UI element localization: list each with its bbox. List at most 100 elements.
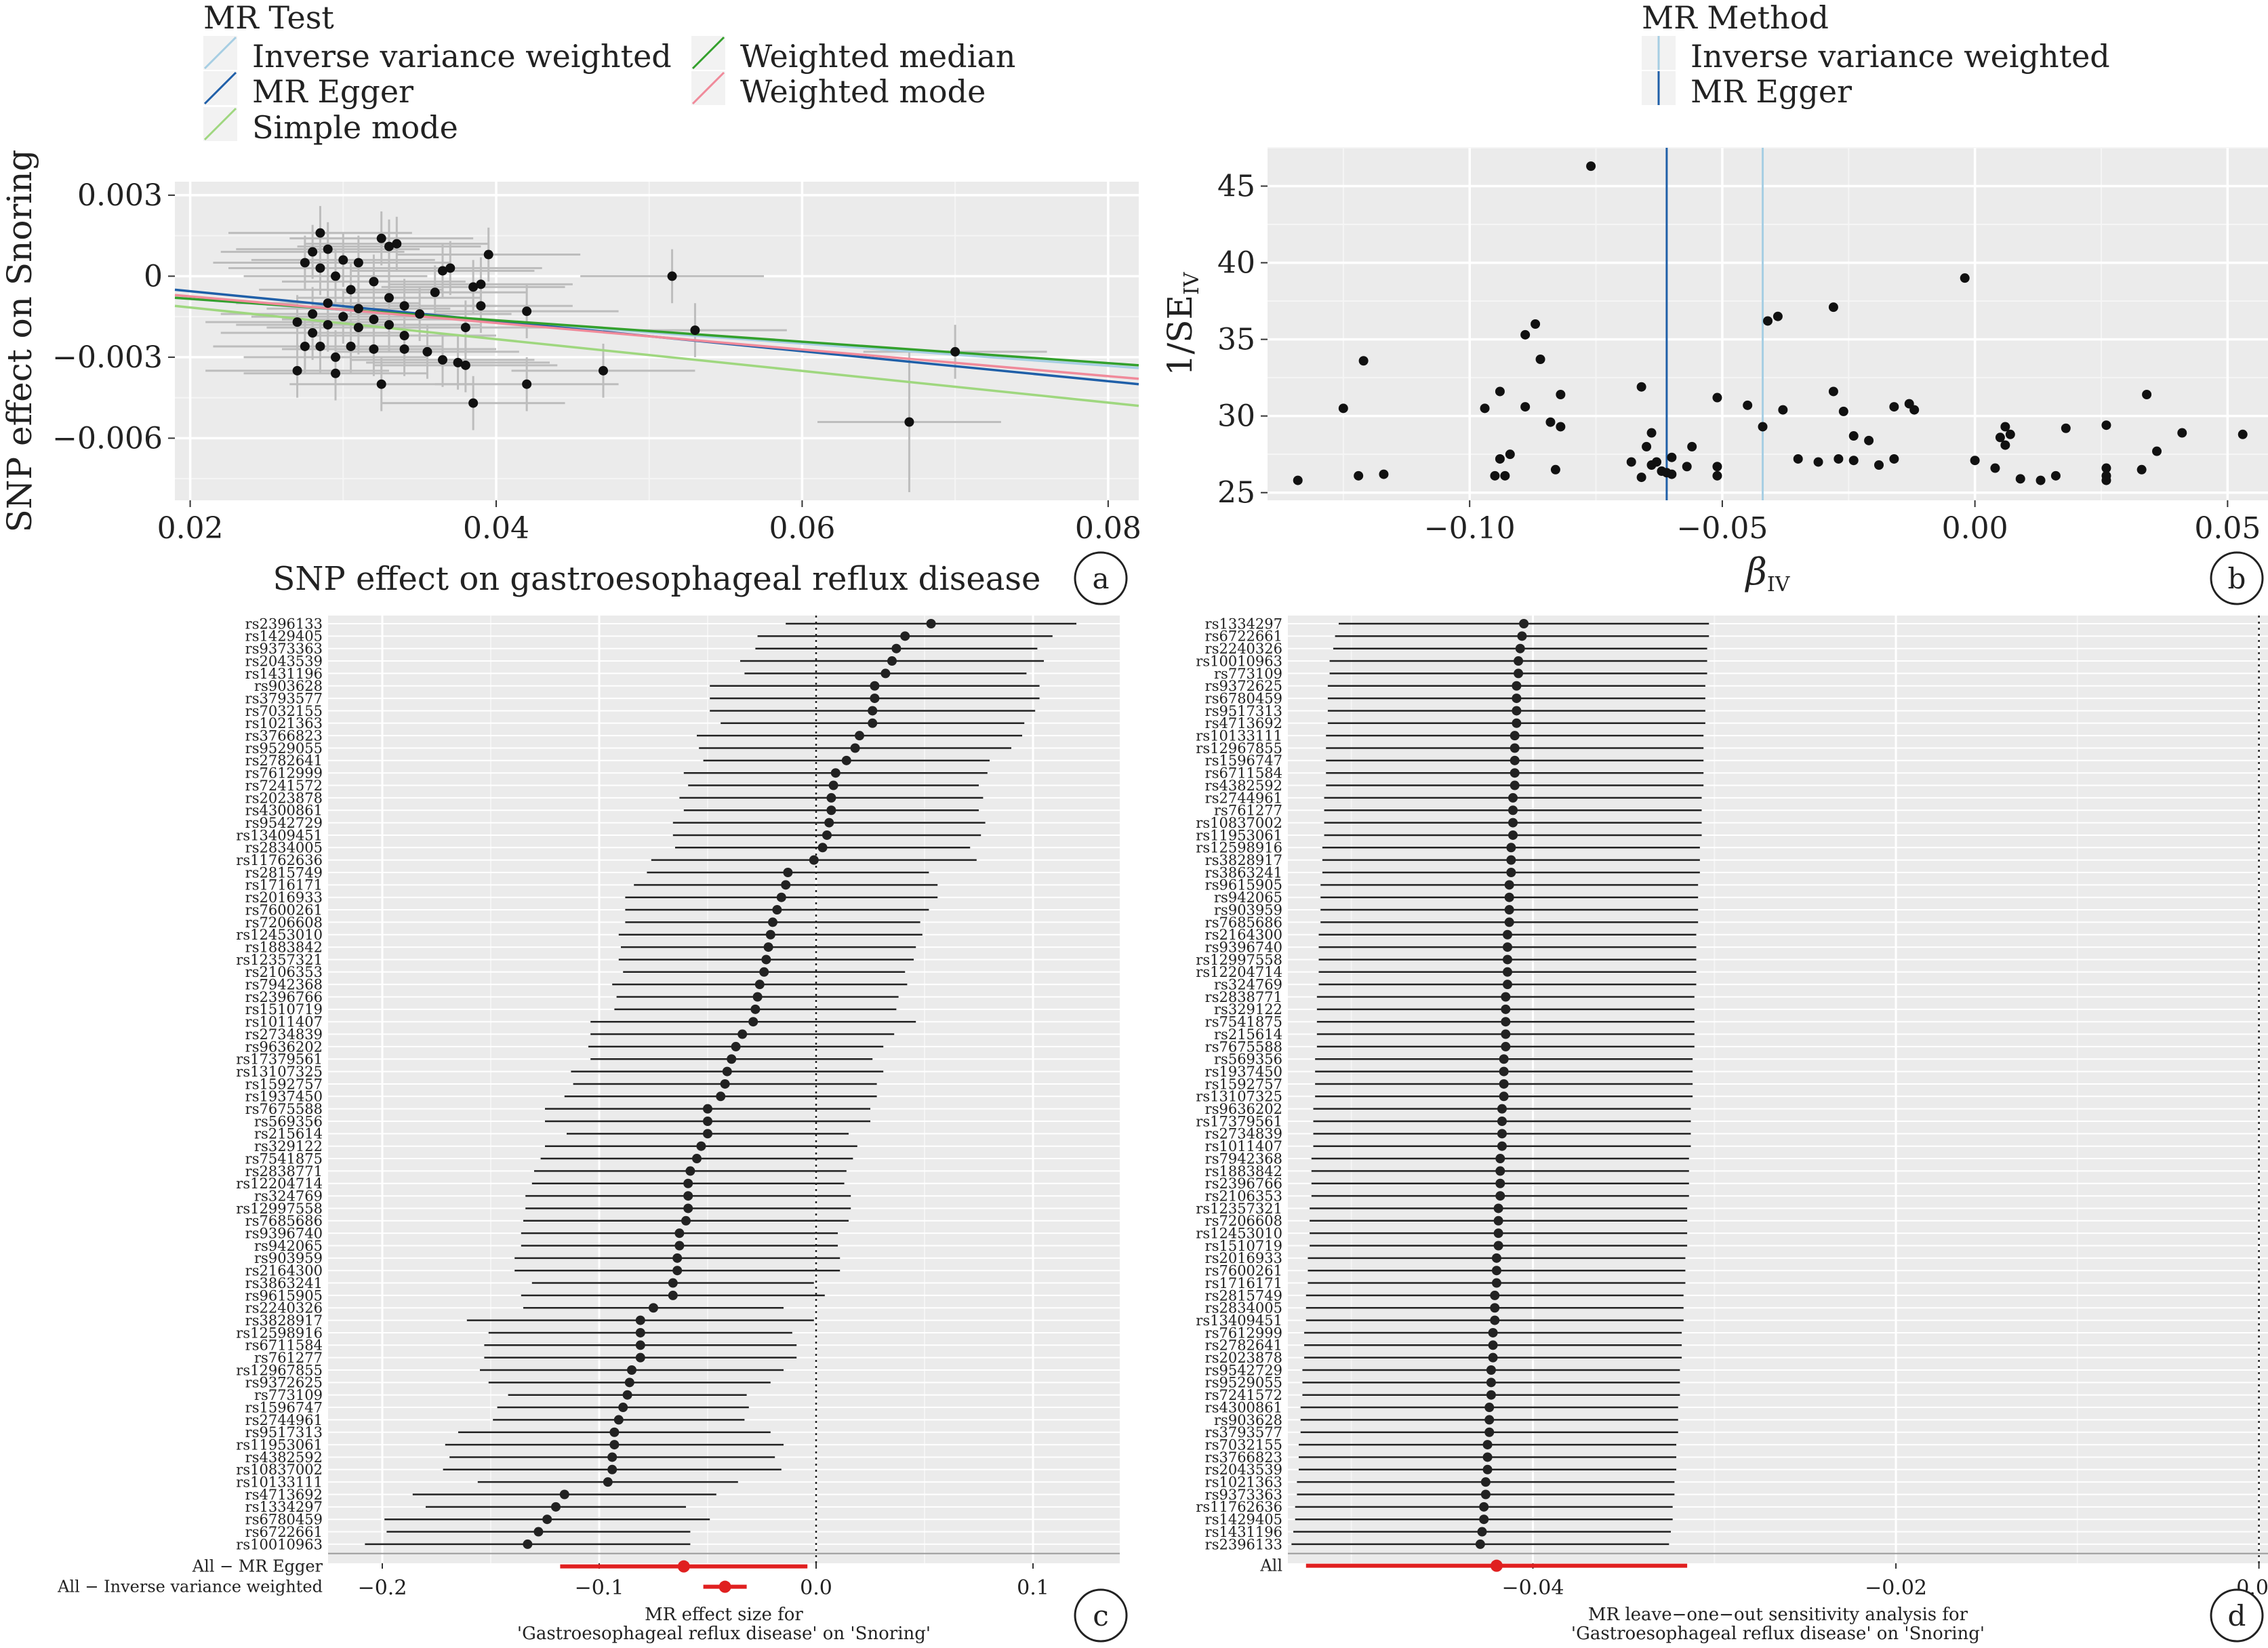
- point-estimate: [716, 1091, 726, 1102]
- point-estimate: [1508, 792, 1518, 803]
- snp-label: rs1592757: [245, 1076, 323, 1092]
- snp-label: rs3863241: [1205, 864, 1282, 881]
- data-point: [308, 328, 318, 338]
- snp-label: rs1021363: [245, 715, 323, 731]
- point-estimate: [763, 942, 773, 952]
- point-estimate: [1508, 805, 1518, 816]
- point-estimate: [1506, 868, 1516, 877]
- snp-label: rs7685686: [245, 1213, 323, 1229]
- point-estimate: [759, 967, 769, 977]
- y-tick-label: 45: [1217, 169, 1255, 204]
- snp-label: rs10133111: [1196, 728, 1282, 744]
- data-point: [1848, 431, 1859, 441]
- panel-label-circle: [1074, 1588, 1128, 1643]
- point-estimate: [635, 1340, 645, 1350]
- data-point: [599, 365, 608, 376]
- snp-label: rs12453010: [236, 927, 323, 943]
- point-estimate: [1497, 1129, 1507, 1139]
- point-estimate: [1484, 1427, 1495, 1437]
- panel-b: −0.10 −0.05 0.00 0.05 25 30 35 40 45 βIV 1/SEIV MR …: [1160, 0, 2268, 605]
- snp-label: rs10133111: [236, 1474, 323, 1491]
- snp-label: rs1011407: [245, 1014, 323, 1030]
- x-axis-title: SNP effect on gastroesophageal reflux di…: [273, 560, 1041, 598]
- snp-label: rs7942368: [1205, 1150, 1282, 1167]
- snp-label: rs2838771: [1205, 989, 1282, 1005]
- data-point: [323, 320, 333, 330]
- point-estimate: [1503, 942, 1513, 952]
- data-point: [1338, 403, 1348, 414]
- point-estimate: [750, 1004, 761, 1014]
- point-estimate: [722, 1066, 732, 1077]
- regression-line: [174, 294, 1139, 380]
- point-estimate: [1508, 830, 1518, 840]
- data-point: [1828, 386, 1838, 397]
- snp-label: rs903628: [254, 678, 323, 694]
- data-point: [1646, 460, 1657, 470]
- snp-label: rs9517313: [245, 1424, 323, 1441]
- x-tick-label: −0.02: [1865, 1576, 1927, 1600]
- point-estimate: [1517, 631, 1527, 641]
- point-estimate: [1504, 917, 1514, 927]
- point-estimate: [1490, 1290, 1500, 1300]
- point-estimate: [559, 1489, 569, 1500]
- point-estimate: [1514, 668, 1524, 679]
- data-point: [338, 255, 348, 265]
- data-point: [522, 306, 532, 317]
- snp-label: rs9396740: [245, 1226, 323, 1242]
- snp-label: rs4382592: [245, 1449, 323, 1466]
- snp-label: rs12204714: [1196, 964, 1282, 980]
- data-point: [369, 315, 379, 325]
- plot-background: [328, 616, 1120, 1563]
- data-point: [2152, 446, 2162, 456]
- point-estimate: [781, 880, 791, 890]
- point-estimate: [703, 1129, 712, 1139]
- data-point: [2005, 429, 2015, 439]
- x-tick-label: 0.08: [1075, 511, 1141, 546]
- point-estimate: [1504, 880, 1514, 890]
- data-point: [476, 279, 486, 289]
- snp-label: rs9529055: [245, 740, 323, 757]
- data-point: [1712, 393, 1722, 403]
- y-tick-label: 40: [1217, 246, 1255, 281]
- point-estimate: [542, 1514, 552, 1525]
- point-estimate: [613, 1415, 624, 1425]
- snp-label: rs1592757: [1205, 1076, 1282, 1092]
- snp-label: rs9542729: [245, 815, 323, 831]
- point-estimate: [752, 992, 763, 1002]
- point-estimate: [1495, 1191, 1505, 1201]
- legend-key-line: [203, 107, 237, 141]
- point-estimate: [1514, 656, 1524, 666]
- x-tick-label: −0.1: [575, 1576, 624, 1600]
- data-point: [468, 282, 479, 292]
- point-estimate: [1501, 1017, 1511, 1027]
- snp-label: rs3766823: [1205, 1449, 1282, 1466]
- data-point: [1495, 454, 1505, 464]
- point-estimate: [1491, 1266, 1501, 1276]
- snp-label: rs1431196: [1205, 1524, 1282, 1540]
- data-point: [1500, 470, 1510, 481]
- snp-label: rs6722661: [1205, 628, 1282, 645]
- snp-label: rs7600261: [245, 902, 323, 918]
- point-estimate: [1501, 992, 1511, 1002]
- snp-label: rs1937450: [1205, 1064, 1282, 1080]
- point-estimate: [1499, 1054, 1509, 1064]
- snp-label: rs13409451: [236, 827, 323, 843]
- snp-label: rs1937450: [245, 1089, 323, 1105]
- data-point: [438, 266, 447, 276]
- y-axis-title: 1/SEIV: [1160, 271, 1204, 376]
- data-point: [430, 287, 440, 298]
- point-estimate: [683, 1178, 693, 1188]
- point-estimate: [880, 668, 891, 679]
- snp-label: rs1011407: [1205, 1138, 1282, 1154]
- point-estimate: [533, 1527, 544, 1537]
- point-estimate: [1510, 755, 1520, 765]
- data-point: [2000, 422, 2010, 432]
- point-estimate: [737, 1029, 748, 1039]
- data-point: [399, 301, 409, 311]
- summary-estimate: [677, 1560, 690, 1573]
- point-estimate: [668, 1278, 678, 1288]
- data-point: [1586, 161, 1596, 172]
- point-estimate: [1501, 1004, 1511, 1014]
- point-estimate: [607, 1452, 617, 1462]
- point-estimate: [824, 818, 834, 828]
